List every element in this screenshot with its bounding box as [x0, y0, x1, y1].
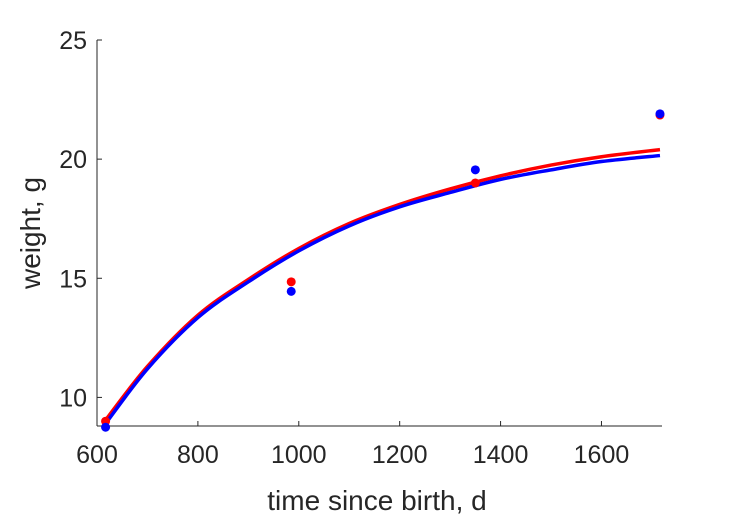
x-tick-label: 800 [177, 441, 219, 469]
y-axis-title: weight, g [15, 177, 46, 290]
fit-curve-series-1 [104, 147, 661, 422]
fit-curves [104, 147, 661, 425]
fit-curve-series-2 [104, 153, 661, 425]
x-ticks: 600 800 1000 1200 1400 1600 [76, 421, 629, 469]
data-point-series-2 [655, 109, 665, 119]
x-tick-label: 1600 [574, 441, 630, 469]
data-point-series-1 [286, 277, 296, 287]
axes [96, 40, 662, 427]
data-point-series-2 [286, 286, 296, 296]
y-tick-label: 25 [59, 27, 87, 55]
y-tick-label: 10 [59, 384, 87, 412]
data-point-series-1 [470, 178, 480, 188]
x-tick-label: 1400 [473, 441, 529, 469]
data-point-series-2 [470, 165, 480, 175]
y-tick-label: 15 [59, 265, 87, 293]
y-tick-label: 20 [59, 146, 87, 174]
data-point-series-2 [101, 422, 111, 432]
data-points [101, 109, 665, 432]
x-tick-label: 600 [76, 441, 118, 469]
x-tick-label: 1000 [271, 441, 327, 469]
x-axis-title: time since birth, d [267, 485, 486, 516]
x-tick-label: 1200 [372, 441, 428, 469]
y-ticks: 10 15 20 25 [59, 27, 102, 412]
